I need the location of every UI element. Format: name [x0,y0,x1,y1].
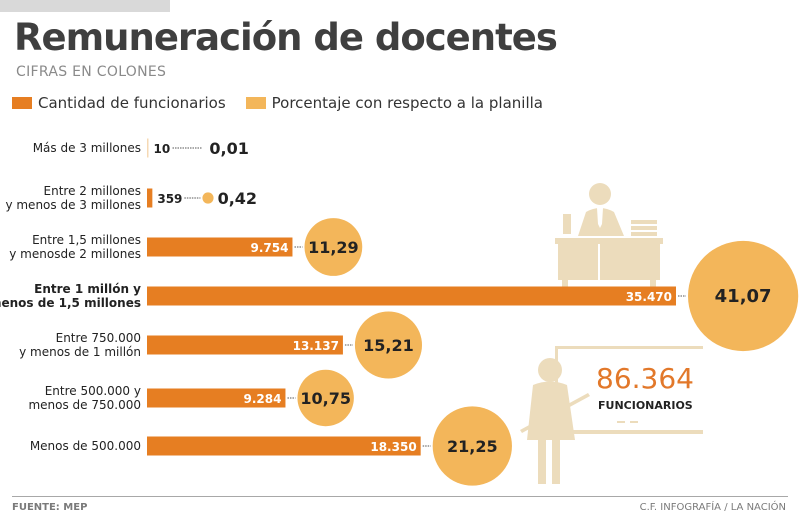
bar-value-label: 9.754 [251,241,289,255]
legend-item-porcentaje: Porcentaje con respecto a la planilla [245,94,543,112]
total-board [555,346,703,434]
category-label-line: Menos de 500.000 [30,439,141,453]
legend-swatch-circle [245,97,266,109]
percent-circle [304,218,363,276]
bar [147,237,293,257]
category-label: Entre 500.000 y menos de 750.000 [28,384,141,412]
category-label: Entre 1 millón y menos de 1,5 millones [0,282,141,310]
legend-label: Porcentaje con respecto a la planilla [271,94,543,112]
category-label-line: Entre 1,5 millones [32,233,141,247]
percent-label: 0,42 [218,189,257,208]
bar-value-label: 9.284 [243,392,281,406]
bar-value-label: 35.470 [626,290,672,304]
percent-label: 0,01 [209,139,248,158]
legend-label: Cantidad de funcionarios [38,94,226,112]
legend-swatch-bar [12,97,32,109]
category-label-line: y menosde 2 millones [9,247,141,261]
top-bar [0,0,170,12]
category-label: Entre 2 millones y menos de 3 millones [5,184,141,212]
percent-label: 15,21 [363,336,414,355]
percent-circle [354,311,423,379]
category-label: Más de 3 millones [33,141,141,155]
footer-divider [12,496,788,497]
total-value: 86.364 [596,362,694,395]
percent-label: 21,25 [447,437,498,456]
category-label-line: Entre 1 millón y [34,282,141,296]
percent-label: 11,29 [308,238,359,257]
legend-item-funcionarios: Cantidad de funcionarios [12,94,226,112]
percent-label: 10,75 [300,389,351,408]
category-label-line: y menos de 1 millón [19,345,141,359]
total-label: FUNCIONARIOS [598,399,693,412]
source-text: FUENTE: MEP [12,502,88,513]
bar-value-label: 359 [157,192,182,206]
category-label-line: menos de 1,5 millones [0,296,141,310]
category-label: Menos de 500.000 [30,439,141,453]
category-label-line: Entre 500.000 y [45,384,141,398]
bar-value-label: 10 [154,142,171,156]
desk-teacher-illustration [555,183,663,288]
bar [147,335,343,355]
bar-value-label: 13.137 [293,339,339,353]
bar [147,388,286,408]
bar [147,286,676,306]
legend: Cantidad de funcionarios Porcentaje con … [12,94,563,112]
percent-label: 41,07 [715,286,772,307]
percent-circle [432,406,512,486]
category-label-line: Entre 2 millones [44,184,141,198]
category-label: Entre 750.000 y menos de 1 millón [19,331,141,359]
bar [147,188,153,208]
page-title: Remuneración de docentes [14,16,558,59]
bar [147,138,149,158]
bar-value-label: 18.350 [370,440,416,454]
percent-circle [297,369,354,427]
percent-circle [202,192,214,204]
bar [147,436,421,456]
category-label-line: Entre 750.000 [56,331,141,345]
credit-text: C.F. INFOGRAFÍA / LA NACIÓN [639,502,786,513]
percent-circle [688,240,799,352]
category-label: Entre 1,5 millones y menosde 2 millones [9,233,141,261]
category-label-line: menos de 750.000 [28,398,141,412]
category-label-line: y menos de 3 millones [5,198,141,212]
subtitle: CIFRAS EN COLONES [16,64,167,80]
category-label-line: Más de 3 millones [33,141,141,155]
